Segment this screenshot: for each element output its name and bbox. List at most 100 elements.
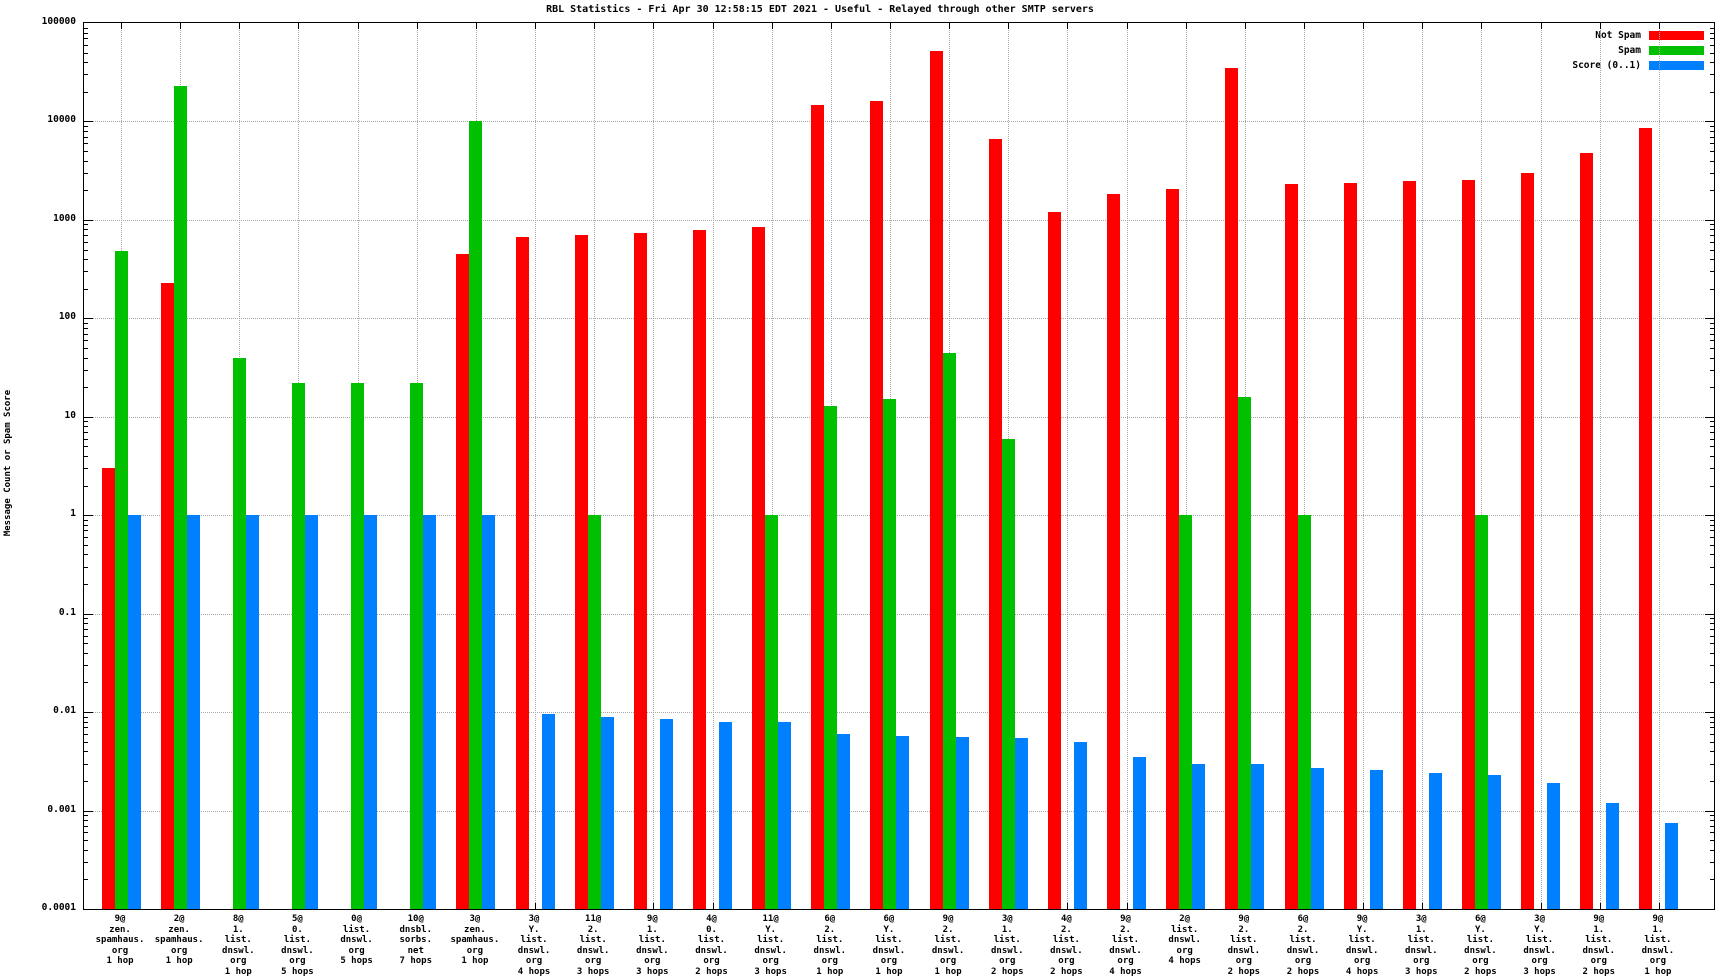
x-category-label: 0@ list. dnswl. org 5 hops <box>340 914 373 966</box>
x-tick <box>1658 23 1660 29</box>
score-bar <box>719 721 732 909</box>
y-minor-tick <box>84 160 88 162</box>
y-minor-tick <box>1710 665 1714 667</box>
y-minor-tick <box>84 727 88 729</box>
y-minor-tick <box>84 623 88 625</box>
y-minor-tick <box>1710 455 1714 457</box>
not-spam-bar <box>1402 180 1416 909</box>
y-major-tick <box>1705 613 1714 615</box>
score-bar <box>127 515 141 909</box>
y-minor-tick <box>1710 530 1714 532</box>
y-minor-tick <box>1710 849 1714 851</box>
x-category-label: 2@ zen. spamhaus. org 1 hop <box>154 914 204 966</box>
y-minor-tick <box>1710 524 1714 526</box>
y-minor-tick <box>84 357 88 359</box>
plot-area: Not Spam Spam Score (0..1) <box>83 22 1715 910</box>
y-minor-tick <box>84 628 88 630</box>
y-minor-tick <box>84 52 88 54</box>
y-minor-tick <box>84 229 88 231</box>
y-minor-tick <box>1710 136 1714 138</box>
x-tick <box>830 23 832 29</box>
y-minor-tick <box>1710 446 1714 448</box>
not-spam-bar <box>574 235 588 909</box>
v-gridline <box>1185 23 1187 909</box>
y-minor-tick <box>84 62 88 64</box>
v-gridline <box>535 23 537 909</box>
y-major-tick <box>84 219 93 221</box>
y-minor-tick <box>1710 288 1714 290</box>
x-tick <box>1067 903 1069 909</box>
y-minor-tick <box>1710 751 1714 753</box>
not-spam-bar <box>1284 184 1298 909</box>
y-minor-tick <box>1710 825 1714 827</box>
y-tick-label: 10000 <box>47 114 76 126</box>
legend-label-not-spam: Not Spam <box>1595 30 1641 41</box>
y-minor-tick <box>1710 160 1714 162</box>
legend-label-spam: Spam <box>1618 45 1641 56</box>
y-minor-tick <box>84 879 88 881</box>
y-minor-tick <box>1710 327 1714 329</box>
y-minor-tick <box>1710 224 1714 226</box>
y-minor-tick <box>84 259 88 261</box>
not-spam-bar <box>870 100 884 909</box>
y-minor-tick <box>1710 333 1714 335</box>
y-minor-tick <box>84 438 88 440</box>
y-minor-tick <box>84 347 88 349</box>
y-minor-tick <box>84 27 88 29</box>
x-tick <box>712 903 714 909</box>
score-bar <box>955 736 969 909</box>
x-tick <box>1599 903 1601 909</box>
spam-bar <box>410 383 424 909</box>
not-spam-bar <box>515 237 529 909</box>
y-major-tick <box>1705 810 1714 812</box>
v-gridline <box>1126 23 1128 909</box>
not-spam-bar <box>1225 67 1239 909</box>
x-tick <box>475 23 477 29</box>
score-bar <box>423 515 437 909</box>
y-minor-tick <box>84 91 88 93</box>
not-spam-bar <box>1343 183 1357 909</box>
x-category-label: 10@ dnsbl. sorbs. net 7 hops <box>399 914 432 966</box>
y-minor-tick <box>84 32 88 34</box>
legend-label-score: Score (0..1) <box>1572 60 1641 71</box>
y-minor-tick <box>84 733 88 735</box>
not-spam-bar <box>988 139 1002 909</box>
h-gridline <box>84 515 1714 517</box>
not-spam-bar <box>633 233 647 909</box>
y-minor-tick <box>84 584 88 586</box>
score-bar <box>1428 773 1442 909</box>
score-bar <box>1192 763 1206 909</box>
y-minor-tick <box>1710 468 1714 470</box>
y-minor-tick <box>84 468 88 470</box>
y-minor-tick <box>1710 879 1714 881</box>
y-major-tick <box>84 121 93 123</box>
y-minor-tick <box>84 455 88 457</box>
score-bar <box>896 736 910 909</box>
score-bar <box>600 716 614 909</box>
x-tick <box>949 23 951 29</box>
spam-bar <box>232 357 246 909</box>
y-minor-tick <box>1710 172 1714 174</box>
x-category-label: 2@ list. dnswl. org 4 hops <box>1168 914 1201 966</box>
y-minor-tick <box>1710 652 1714 654</box>
y-minor-tick <box>84 387 88 389</box>
y-minor-tick <box>1710 815 1714 817</box>
y-minor-tick <box>1710 249 1714 251</box>
x-tick <box>416 23 418 29</box>
score-bar <box>659 719 673 909</box>
x-tick <box>653 903 655 909</box>
legend-item-not-spam: Not Spam <box>1572 28 1704 43</box>
y-major-tick <box>84 712 93 714</box>
y-minor-tick <box>1710 682 1714 684</box>
x-tick <box>1481 23 1483 29</box>
y-minor-tick <box>84 241 88 243</box>
y-minor-tick <box>1710 840 1714 842</box>
y-minor-tick <box>84 652 88 654</box>
y-minor-tick <box>84 530 88 532</box>
not-spam-bar <box>101 468 115 909</box>
h-gridline <box>84 318 1714 320</box>
x-tick <box>1244 23 1246 29</box>
chart-title: RBL Statistics - Fri Apr 30 12:58:15 EDT… <box>546 4 1094 15</box>
y-minor-tick <box>1710 347 1714 349</box>
score-bar <box>1073 741 1087 909</box>
